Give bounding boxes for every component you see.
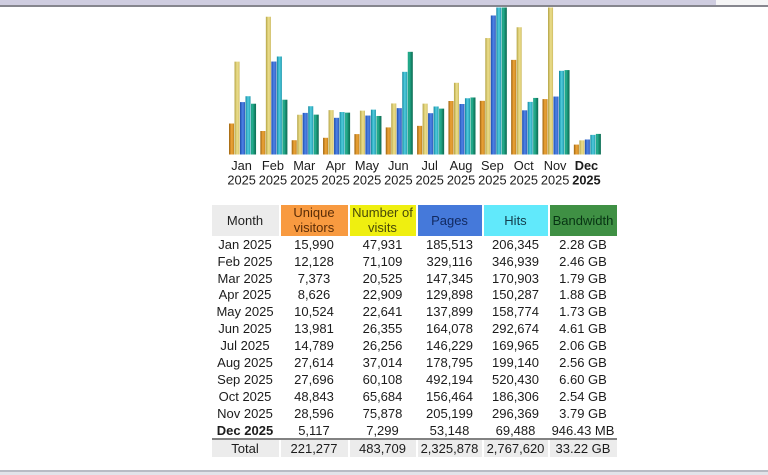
svg-text:Jul: Jul bbox=[422, 158, 438, 173]
svg-text:2025: 2025 bbox=[384, 172, 412, 187]
svg-text:2025: 2025 bbox=[510, 172, 538, 187]
svg-text:Jan: Jan bbox=[231, 158, 252, 173]
svg-text:Nov: Nov bbox=[544, 158, 567, 173]
svg-text:2025: 2025 bbox=[353, 172, 381, 187]
svg-text:Dec: Dec bbox=[575, 158, 598, 173]
svg-text:Feb: Feb bbox=[262, 158, 284, 173]
svg-text:Aug: Aug bbox=[450, 158, 473, 173]
svg-text:Oct: Oct bbox=[514, 158, 534, 173]
svg-text:2025: 2025 bbox=[447, 172, 475, 187]
svg-text:2025: 2025 bbox=[227, 172, 255, 187]
svg-text:2025: 2025 bbox=[415, 172, 443, 187]
svg-text:May: May bbox=[355, 158, 380, 173]
svg-text:Jun: Jun bbox=[388, 158, 409, 173]
svg-text:2025: 2025 bbox=[541, 172, 569, 187]
svg-text:2025: 2025 bbox=[259, 172, 287, 187]
svg-text:2025: 2025 bbox=[290, 172, 318, 187]
svg-text:Mar: Mar bbox=[293, 158, 316, 173]
svg-text:Apr: Apr bbox=[326, 158, 347, 173]
svg-text:2025: 2025 bbox=[478, 172, 506, 187]
svg-text:2025: 2025 bbox=[321, 172, 349, 187]
svg-text:2025: 2025 bbox=[572, 172, 600, 187]
svg-text:Sep: Sep bbox=[481, 158, 504, 173]
